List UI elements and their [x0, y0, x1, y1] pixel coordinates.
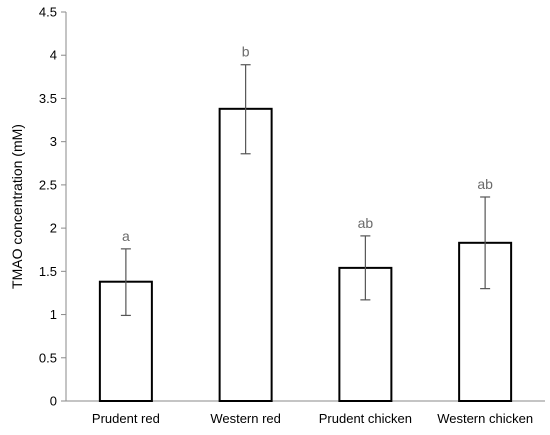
- y-tick-label: 2: [50, 221, 57, 236]
- y-axis-ticks: 0 0.5 1 1.5 2 2.5 3 3.5 4 4.5: [39, 5, 66, 409]
- y-tick-label: 3.5: [39, 91, 57, 106]
- y-axis-title: TMAO concentration (mM): [9, 124, 25, 289]
- x-category-label: Prudent chicken: [319, 411, 412, 426]
- y-tick-label: 2.5: [39, 177, 57, 192]
- significance-label: a: [122, 228, 130, 244]
- category-labels-group: Prudent red Western red Prudent chicken Wes…: [92, 411, 533, 426]
- y-tick-label: 1.5: [39, 264, 57, 279]
- y-tick-label: 4: [50, 48, 57, 63]
- y-tick-label: 3: [50, 134, 57, 149]
- y-tick-label: 0: [50, 394, 57, 409]
- significance-label: ab: [477, 176, 493, 192]
- y-tick-label: 1: [50, 307, 57, 322]
- significance-label: ab: [358, 215, 374, 231]
- y-tick-label: 0.5: [39, 350, 57, 365]
- y-tick-label: 4.5: [39, 5, 57, 20]
- bars-group: [98, 107, 513, 402]
- significance-label: b: [242, 44, 250, 60]
- x-category-label: Prudent red: [92, 411, 160, 426]
- x-category-label: Western chicken: [437, 411, 533, 426]
- x-category-label: Western red: [210, 411, 281, 426]
- error-bars-group: [120, 64, 491, 317]
